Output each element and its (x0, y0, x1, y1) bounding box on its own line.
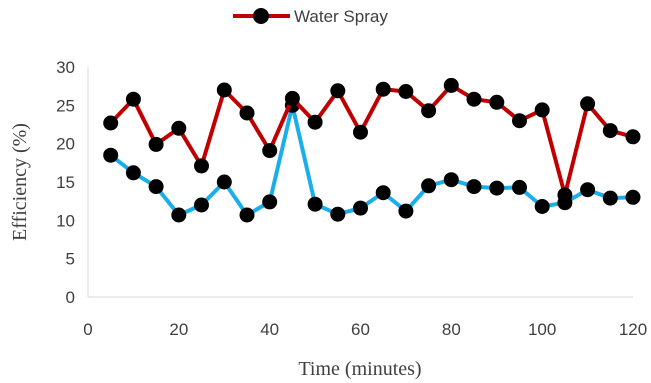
data-point (284, 90, 300, 106)
data-point (262, 194, 278, 210)
x-axis-title: Time (minutes) (298, 358, 421, 380)
data-point (580, 96, 596, 112)
data-point (512, 113, 527, 129)
data-point (580, 182, 596, 198)
data-point (262, 143, 278, 159)
legend-marker-water-spray (253, 8, 269, 24)
data-point (398, 203, 414, 219)
x-tick-label: 0 (83, 320, 92, 339)
y-tick-label: 30 (56, 58, 75, 77)
data-point (194, 197, 209, 213)
data-point (398, 84, 414, 99)
data-point (602, 190, 618, 206)
x-tick-labels: 0 20 40 60 80 100 120 (83, 320, 647, 339)
data-point (625, 129, 641, 145)
data-point (512, 179, 527, 195)
data-point (194, 158, 209, 174)
y-tick-label: 5 (66, 250, 75, 269)
data-point (421, 103, 437, 119)
x-tick-label: 100 (528, 320, 556, 339)
data-point (307, 114, 323, 130)
data-point (330, 206, 346, 222)
y-tick-label: 0 (66, 288, 75, 307)
data-point (330, 83, 346, 99)
data-point (125, 165, 141, 181)
y-axis-title: Efficiency (%) (9, 123, 31, 241)
data-point (534, 199, 550, 214)
legend: Water Spray (233, 7, 388, 26)
data-point (353, 124, 368, 140)
data-point (625, 189, 641, 205)
data-point (125, 91, 141, 107)
data-point (534, 102, 550, 118)
series-1 (103, 97, 641, 223)
data-point (103, 147, 119, 163)
data-point (148, 136, 164, 152)
data-point (375, 81, 391, 97)
data-point (307, 196, 323, 212)
data-point (602, 123, 618, 139)
y-tick-label: 20 (56, 135, 75, 154)
series-0 (103, 77, 641, 203)
data-point (171, 120, 187, 136)
legend-label-water-spray: Water Spray (294, 7, 388, 26)
x-tick-label: 80 (442, 320, 461, 339)
x-tick-label: 120 (619, 320, 647, 339)
x-tick-label: 20 (169, 320, 188, 339)
data-point (443, 77, 459, 93)
data-point (103, 115, 119, 131)
data-point (489, 180, 505, 196)
data-point (148, 179, 164, 195)
data-point (489, 94, 505, 110)
series-line (109, 83, 634, 197)
plot-area (103, 77, 641, 223)
y-tick-label: 15 (56, 173, 75, 192)
y-tick-label: 25 (56, 96, 75, 115)
y-tick-labels: 0 5 10 15 20 25 30 (56, 58, 75, 307)
data-point (557, 187, 573, 203)
x-tick-label: 40 (260, 320, 279, 339)
data-point (466, 179, 482, 195)
data-point (216, 82, 232, 98)
data-point (375, 185, 391, 201)
data-point (171, 207, 187, 223)
data-point (353, 200, 368, 216)
data-point (239, 207, 255, 223)
data-point (239, 105, 255, 121)
data-point (216, 174, 232, 190)
x-tick-label: 60 (351, 320, 370, 339)
data-point (443, 172, 459, 188)
data-point (466, 91, 482, 107)
y-tick-label: 10 (56, 211, 75, 230)
data-point (421, 178, 437, 194)
